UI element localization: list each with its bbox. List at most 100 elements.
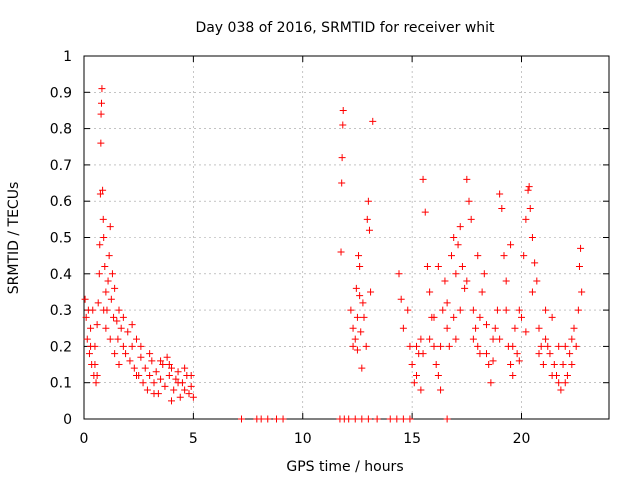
- data-point: [463, 175, 471, 183]
- data-point: [83, 335, 91, 343]
- data-point: [441, 277, 449, 285]
- data-point: [485, 361, 493, 369]
- data-point: [452, 270, 460, 278]
- data-point: [89, 306, 97, 314]
- data-point: [82, 313, 90, 321]
- y-tick-label: 0.7: [50, 158, 72, 174]
- data-point: [509, 371, 517, 379]
- data-point: [137, 353, 145, 361]
- y-tick-label: 0.4: [50, 267, 72, 283]
- data-point: [474, 252, 482, 260]
- y-tick-label: 0: [63, 412, 72, 428]
- data-point: [122, 350, 130, 358]
- data-point: [238, 415, 245, 423]
- data-point: [148, 357, 156, 365]
- data-point: [413, 371, 420, 379]
- data-point: [476, 350, 484, 358]
- data-point: [555, 379, 563, 387]
- data-point: [143, 386, 151, 394]
- data-point: [522, 328, 530, 336]
- data-point: [114, 335, 122, 343]
- data-point: [454, 241, 462, 249]
- data-point: [349, 342, 357, 350]
- data-point: [408, 361, 416, 369]
- data-point: [570, 324, 578, 332]
- data-points: [81, 85, 586, 423]
- data-point: [174, 379, 182, 387]
- data-point: [87, 324, 95, 332]
- data-point: [406, 415, 414, 423]
- data-point: [107, 295, 115, 303]
- x-tick-label: 20: [513, 431, 531, 447]
- data-point: [555, 342, 563, 350]
- data-point: [417, 335, 425, 343]
- data-point: [548, 371, 556, 379]
- data-point: [498, 204, 506, 212]
- data-point: [487, 379, 495, 387]
- data-point: [360, 313, 368, 321]
- data-point: [170, 386, 178, 394]
- data-point: [163, 353, 171, 361]
- data-point: [133, 335, 140, 343]
- data-point: [535, 350, 543, 358]
- data-point: [563, 371, 571, 379]
- data-point: [578, 288, 586, 296]
- data-point: [399, 415, 407, 423]
- data-point: [181, 364, 189, 372]
- data-point: [417, 386, 425, 394]
- data-point: [404, 306, 412, 314]
- data-point: [561, 342, 569, 350]
- data-point: [386, 415, 394, 423]
- data-point: [157, 357, 165, 365]
- data-point: [539, 361, 547, 369]
- data-point: [95, 270, 103, 278]
- data-point: [458, 263, 466, 271]
- data-point: [423, 263, 431, 271]
- data-point: [338, 154, 346, 162]
- y-tick-label: 0.9: [50, 85, 72, 101]
- data-point: [472, 324, 480, 332]
- data-point: [500, 252, 508, 260]
- data-point: [430, 342, 438, 350]
- data-point: [165, 361, 173, 369]
- data-point: [520, 252, 528, 260]
- data-point: [152, 368, 160, 376]
- data-point: [364, 415, 372, 423]
- data-point: [443, 324, 451, 332]
- data-point: [575, 263, 583, 271]
- data-point: [577, 244, 585, 252]
- data-point: [273, 415, 280, 423]
- data-point: [100, 306, 108, 314]
- data-point: [437, 342, 445, 350]
- data-point: [119, 313, 127, 321]
- data-point: [185, 390, 193, 398]
- data-point: [507, 241, 515, 249]
- data-point: [463, 277, 471, 285]
- data-point: [133, 371, 140, 379]
- data-point: [397, 295, 405, 303]
- data-point: [339, 121, 347, 129]
- data-point: [124, 328, 132, 336]
- data-point: [339, 106, 347, 114]
- data-point: [181, 386, 189, 394]
- data-point: [439, 306, 447, 314]
- data-point: [421, 208, 429, 216]
- data-point: [448, 252, 455, 260]
- data-point: [358, 364, 366, 372]
- data-point: [81, 295, 89, 303]
- data-point: [542, 335, 550, 343]
- data-point: [476, 313, 484, 321]
- y-tick-label: 1: [63, 49, 72, 65]
- data-point: [128, 342, 136, 350]
- x-tick-label: 5: [189, 431, 198, 447]
- data-point: [467, 215, 475, 223]
- data-point: [513, 350, 521, 358]
- data-point: [279, 415, 287, 423]
- data-point: [189, 393, 197, 401]
- data-point: [115, 306, 123, 314]
- data-point: [358, 415, 366, 423]
- y-tick-label: 0.3: [50, 303, 72, 319]
- data-point: [367, 288, 375, 296]
- data-point: [489, 357, 497, 365]
- data-point: [561, 379, 569, 387]
